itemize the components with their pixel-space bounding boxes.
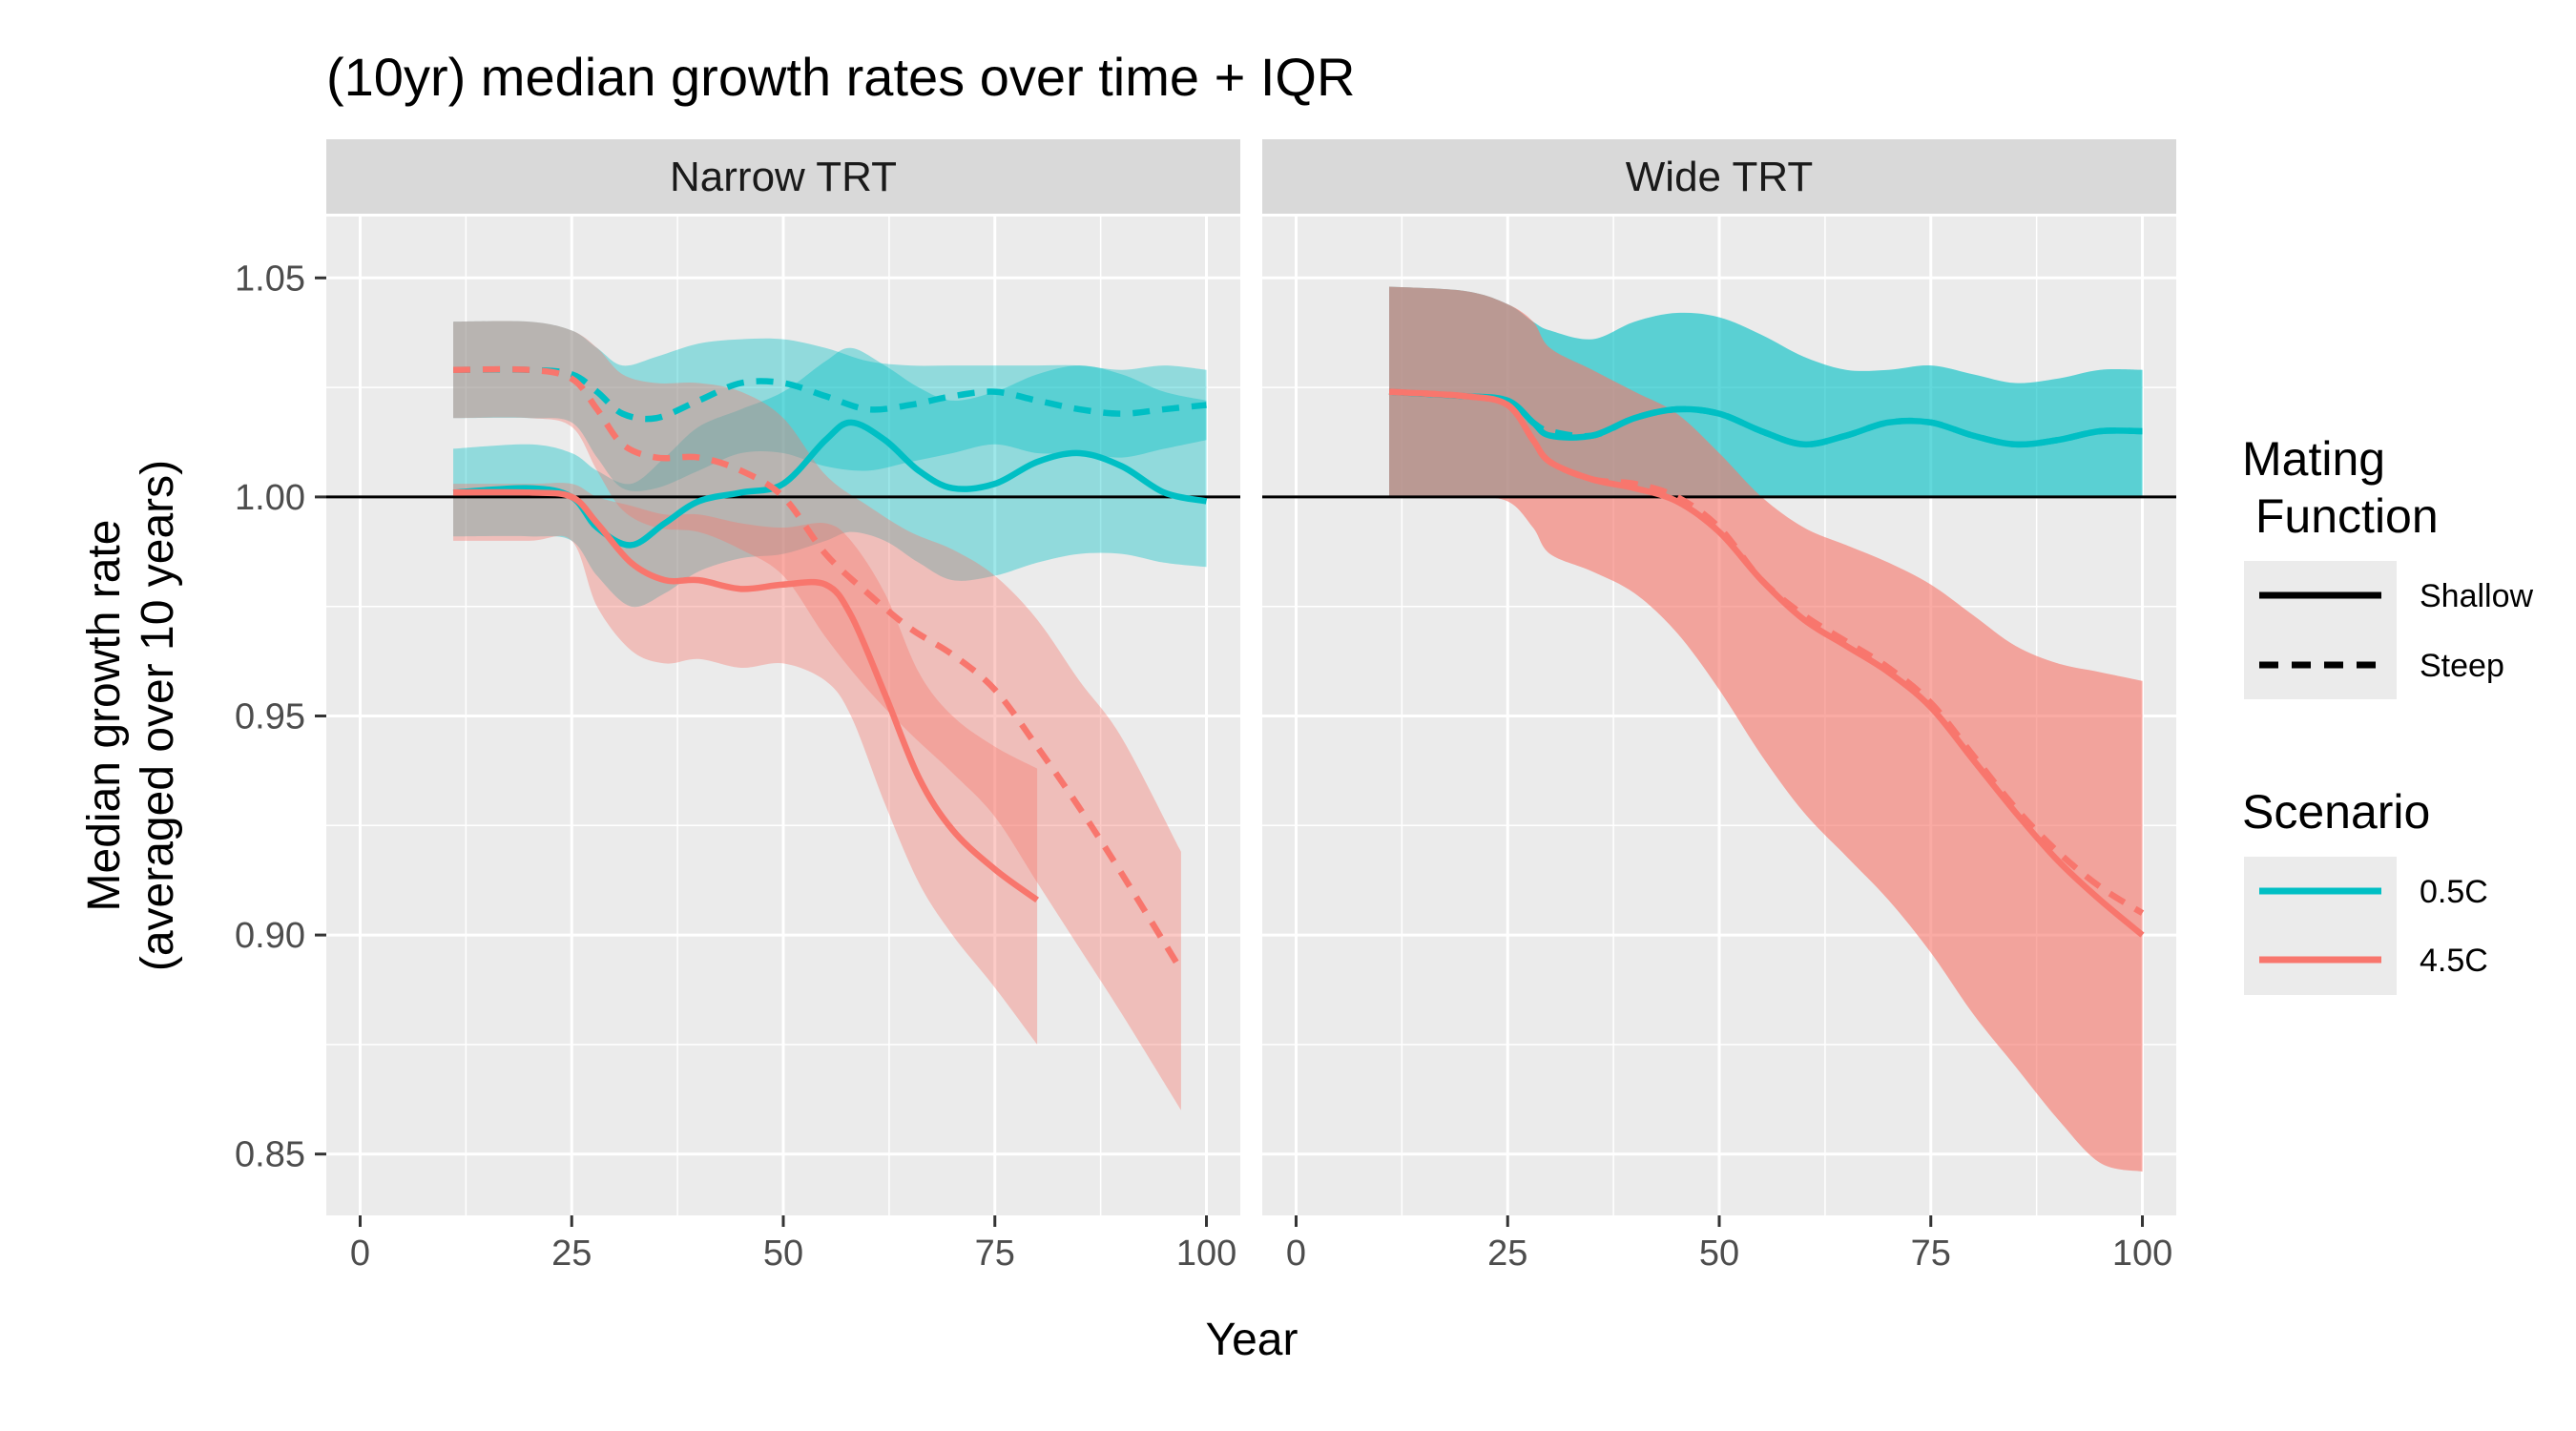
median-line-0-5c-steep — [1388, 388, 2143, 448]
legend-label-shallow: Shallow — [2420, 578, 2534, 614]
panel-narrow-trt: Narrow TRT — [326, 139, 1240, 1215]
median-line-4-5c-shallow — [453, 488, 1040, 903]
median-line-4-5c-steep — [453, 365, 1184, 972]
legend-title-scenario: Scenario — [2242, 785, 2430, 839]
legend-label-4-5c: 4.5C — [2420, 943, 2488, 979]
x-tick-label: 75 — [975, 1234, 1015, 1274]
y-tick-label: 0.85 — [235, 1135, 305, 1175]
x-axis-narrow-trt: 0 25 50 75 100 — [350, 1215, 1236, 1274]
iqr-ribbon-4-5c-shallow — [453, 483, 1038, 1045]
x-tick-label: 100 — [2112, 1234, 2172, 1274]
x-tick-label: 50 — [1699, 1234, 1739, 1274]
y-axis: 0.85 0.90 0.95 1.00 1.05 — [235, 259, 326, 1175]
iqr-ribbon-0-5c-steep — [453, 321, 1207, 491]
legend-title-line-1: Mating — [2242, 432, 2385, 486]
y-axis-title: Median growth rate (averaged over 10 yea… — [79, 460, 183, 971]
x-axis-wide-trt: 0 25 50 75 100 — [1286, 1215, 2172, 1274]
x-tick-label: 25 — [551, 1234, 592, 1274]
strip-label-narrow-trt: Narrow TRT — [670, 154, 897, 200]
y-tick-label: 0.90 — [235, 916, 305, 956]
strip-narrow-trt — [326, 139, 1240, 214]
x-axis-title: Year — [1206, 1315, 1298, 1365]
strip-wide-trt — [1262, 139, 2176, 214]
iqr-ribbon-0-5c-steep — [1389, 286, 2143, 497]
legend-key-bg — [2244, 561, 2397, 699]
y-tick-label: 1.00 — [235, 478, 305, 518]
x-tick-label: 50 — [763, 1234, 803, 1274]
y-tick-label: 1.05 — [235, 259, 305, 299]
legend-title-line-2: Function — [2242, 489, 2439, 543]
iqr-ribbon-4-5c-shallow — [1389, 286, 2143, 1172]
legend-key-bg — [2244, 857, 2397, 995]
y-tick-label: 0.95 — [235, 697, 305, 737]
median-line-0-5c-steep — [453, 366, 1207, 423]
x-tick-label: 75 — [1911, 1234, 1951, 1274]
x-tick-label: 0 — [1286, 1234, 1306, 1274]
x-tick-label: 0 — [350, 1234, 370, 1274]
chart-title: (10yr) median growth rates over time + I… — [326, 47, 1355, 107]
y-axis-title-line-2: (averaged over 10 years) — [133, 460, 183, 971]
legend-label-0-5c: 0.5C — [2420, 874, 2488, 910]
y-axis-title-line-1: Median growth rate — [79, 520, 130, 912]
strip-label-wide-trt: Wide TRT — [1626, 154, 1813, 200]
iqr-ribbon-0-5c-shallow — [1389, 286, 2143, 497]
legend-label-steep: Steep — [2420, 648, 2504, 684]
legend-scenario: Scenario 0.5C 4.5C — [2242, 785, 2488, 995]
iqr-ribbon-4-5c-steep — [453, 321, 1181, 1110]
iqr-ribbon-4-5c-steep — [1389, 286, 2143, 1172]
x-tick-label: 25 — [1487, 1234, 1527, 1274]
median-line-4-5c-steep — [1388, 388, 2145, 916]
x-tick-label: 100 — [1176, 1234, 1236, 1274]
legend-mating-function: Mating Function Shallow Steep — [2242, 432, 2534, 699]
panel-wide-trt: Wide TRT — [1262, 139, 2176, 1215]
